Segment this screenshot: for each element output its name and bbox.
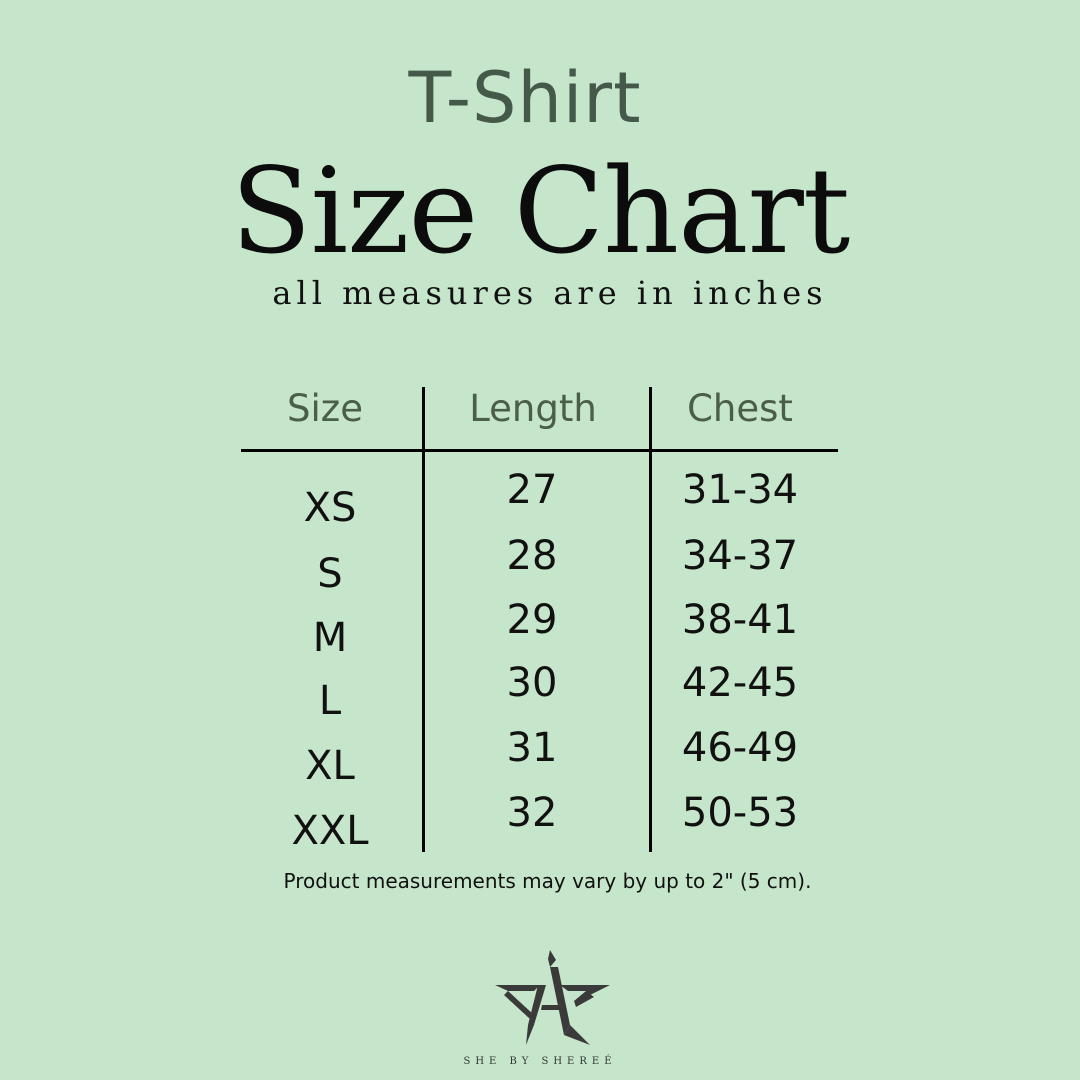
product-name: T-Shirt — [408, 57, 642, 139]
header-divider — [241, 449, 838, 452]
column-divider — [422, 387, 425, 852]
cell-size: S — [317, 551, 343, 597]
cell-chest: 34-37 — [681, 533, 799, 579]
cell-length: 28 — [506, 533, 558, 579]
cell-size: XL — [305, 743, 355, 789]
cell-chest: 38-41 — [681, 597, 799, 643]
cell-chest: 46-49 — [681, 725, 799, 771]
cell-chest: 42-45 — [681, 660, 799, 706]
column-header-chest: Chest — [687, 387, 793, 430]
column-header-length: Length — [469, 387, 597, 430]
cell-length: 32 — [506, 790, 558, 836]
subtitle: all measures are in inches — [272, 274, 828, 312]
measurement-note: Product measurements may vary by up to 2… — [283, 869, 812, 893]
column-divider — [649, 387, 652, 852]
column-header-size: Size — [287, 387, 363, 430]
cell-size: XS — [303, 485, 357, 531]
star-logo-icon — [495, 950, 610, 1045]
cell-length: 27 — [506, 467, 558, 513]
cell-chest: 31-34 — [681, 467, 799, 513]
cell-chest: 50-53 — [681, 790, 799, 836]
cell-length: 30 — [506, 660, 558, 706]
cell-length: 29 — [506, 597, 558, 643]
cell-size: XXL — [291, 808, 369, 854]
brand-logo — [490, 945, 615, 1050]
cell-size: L — [318, 678, 342, 724]
brand-name: SHE BY SHEREÉ — [463, 1056, 617, 1067]
page-title: Size Chart — [230, 142, 851, 280]
cell-length: 31 — [506, 725, 558, 771]
cell-size: M — [312, 615, 348, 661]
